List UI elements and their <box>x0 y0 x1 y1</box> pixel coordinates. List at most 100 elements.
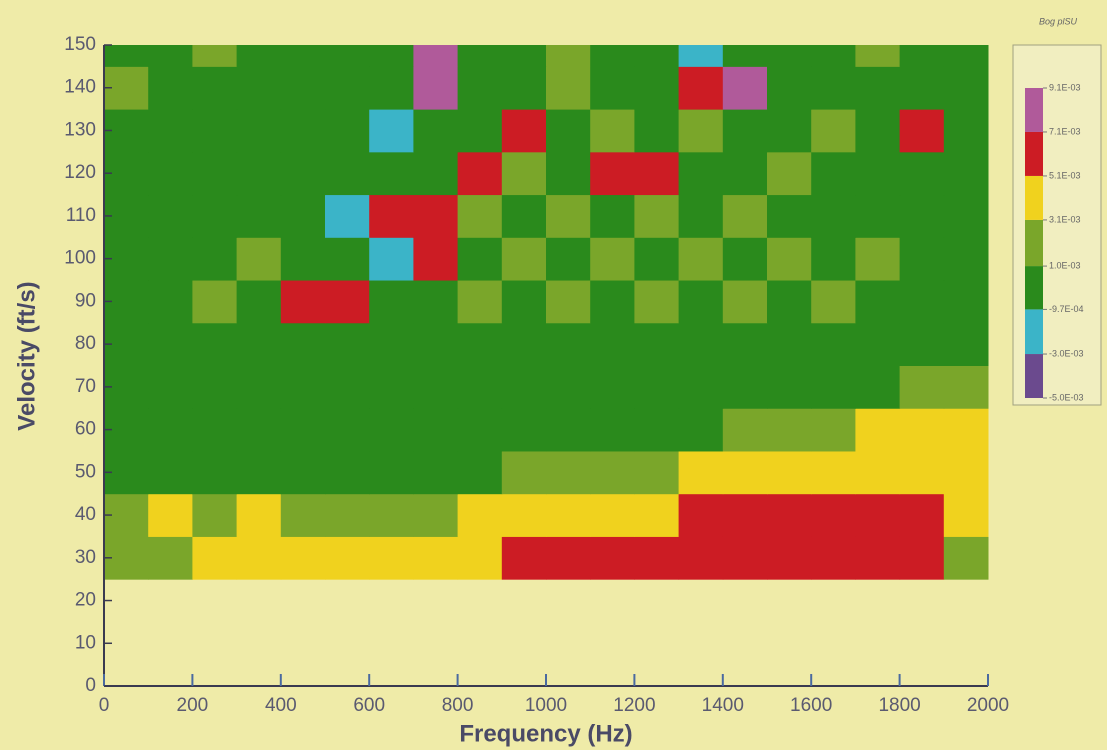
heat-cell <box>767 536 812 580</box>
heat-cell <box>722 280 768 324</box>
heat-cell <box>280 322 326 366</box>
heat-cell <box>413 151 459 196</box>
heat-cell <box>546 365 591 409</box>
heat-cell <box>811 237 856 281</box>
heat-cell <box>148 45 193 67</box>
heat-cell <box>855 493 901 537</box>
heat-cell <box>634 151 680 196</box>
colorbar-band <box>1025 219 1043 267</box>
heat-cell <box>325 408 370 452</box>
heat-cell <box>148 322 193 366</box>
heat-cell <box>280 66 326 110</box>
heat-cell <box>590 109 635 153</box>
heat-cell <box>590 45 635 67</box>
heat-cell <box>369 66 414 110</box>
heat-cell <box>678 45 724 67</box>
heat-cell <box>767 450 812 495</box>
heat-cell <box>501 280 547 324</box>
heat-cell <box>192 408 238 452</box>
heat-cell <box>855 237 901 281</box>
heat-cell <box>590 493 635 537</box>
heat-cell <box>413 194 459 238</box>
heat-cell <box>634 365 680 409</box>
heat-cell <box>855 322 901 366</box>
heat-cell <box>501 66 547 110</box>
heat-cell <box>590 280 635 324</box>
heat-cell <box>590 365 635 409</box>
y-tick-label: 30 <box>75 547 96 568</box>
heat-cell <box>501 365 547 409</box>
heat-cell <box>236 408 282 452</box>
colorbar-tick-label: -9.7E-04 <box>1049 304 1084 314</box>
heat-cell <box>546 493 591 537</box>
heat-cell <box>236 66 282 110</box>
heat-cell <box>943 151 989 196</box>
heat-cell <box>811 151 856 196</box>
heat-cell <box>943 365 989 409</box>
colorbar-tick-label: 3.1E-03 <box>1049 214 1081 224</box>
heat-cell <box>722 322 768 366</box>
x-tick-label: 1600 <box>790 695 832 716</box>
heat-cell <box>280 450 326 495</box>
heat-cell <box>325 109 370 153</box>
heat-cell <box>767 45 812 67</box>
heat-cell <box>325 151 370 196</box>
heat-cell <box>855 109 901 153</box>
heat-cell <box>236 322 282 366</box>
heat-cell <box>280 194 326 238</box>
heat-cell <box>148 408 193 452</box>
colorbar-band <box>1025 88 1043 132</box>
heat-cell <box>546 237 591 281</box>
heat-cell <box>678 237 724 281</box>
heat-cell <box>325 536 370 580</box>
heat-cell <box>943 45 989 67</box>
heat-cell <box>192 493 238 537</box>
y-tick-label: 150 <box>64 34 96 55</box>
heat-cell <box>899 365 945 409</box>
heat-cell <box>325 45 370 67</box>
heat-cell <box>501 408 547 452</box>
y-tick-label: 110 <box>66 205 96 226</box>
heat-cell <box>236 536 282 580</box>
x-tick-label: 800 <box>442 695 474 716</box>
heat-cell <box>634 450 680 495</box>
heat-cell <box>369 237 414 281</box>
heat-cell <box>501 45 547 67</box>
heat-cell <box>767 365 812 409</box>
colorbar-tick-label: -3.0E-03 <box>1049 348 1084 358</box>
heat-cell <box>634 493 680 537</box>
heat-cell <box>899 237 945 281</box>
y-tick-label: 50 <box>75 461 96 482</box>
heat-cell <box>457 237 503 281</box>
heat-cell <box>811 109 856 153</box>
colorbar-tick-label: 1.0E-03 <box>1049 260 1081 270</box>
heat-cell <box>369 365 414 409</box>
y-tick-label: 20 <box>75 590 96 611</box>
heat-cell <box>678 536 724 580</box>
heat-cell <box>811 365 856 409</box>
heat-cell <box>811 194 856 238</box>
heat-cell <box>457 45 503 67</box>
heat-cell <box>413 45 459 67</box>
heat-cell <box>369 194 414 238</box>
heat-cell <box>457 408 503 452</box>
heat-cell <box>855 408 901 452</box>
heat-cell <box>457 536 503 580</box>
heat-cell <box>501 237 547 281</box>
heat-cell <box>236 280 282 324</box>
heat-cell <box>899 493 945 537</box>
heat-cell <box>148 280 193 324</box>
heat-cell <box>634 408 680 452</box>
heat-cell <box>148 66 193 110</box>
heat-cell <box>280 151 326 196</box>
y-tick-label: 130 <box>64 119 96 140</box>
heat-cell <box>413 109 459 153</box>
heat-cell <box>148 194 193 238</box>
heat-cell <box>590 194 635 238</box>
heat-cell <box>590 322 635 366</box>
heat-cell <box>236 194 282 238</box>
heat-cell <box>855 536 901 580</box>
heat-cell <box>369 493 414 537</box>
heat-cell <box>325 237 370 281</box>
heat-cell <box>590 66 635 110</box>
